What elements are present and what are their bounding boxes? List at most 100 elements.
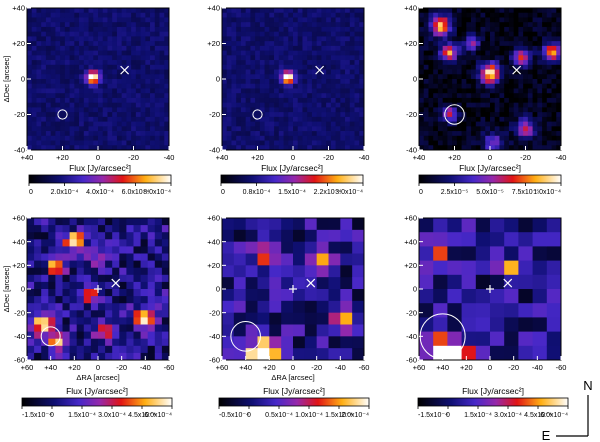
heatmap-cell bbox=[236, 112, 242, 118]
heatmap-cell bbox=[428, 60, 434, 66]
heatmap-cell bbox=[288, 17, 294, 23]
heatmap-cell bbox=[140, 218, 149, 226]
heatmap-cell bbox=[475, 112, 481, 118]
y-tick-label: -20 bbox=[209, 308, 220, 317]
heatmap-cell bbox=[83, 121, 89, 127]
heatmap-cell bbox=[359, 31, 365, 37]
heatmap-cell bbox=[62, 225, 70, 233]
heatmap-cell bbox=[508, 88, 515, 94]
heatmap-cell bbox=[245, 218, 258, 231]
heatmap-cell bbox=[359, 45, 365, 51]
heatmap-cell bbox=[164, 97, 170, 104]
heatmap-cell bbox=[485, 64, 491, 70]
heatmap-cell bbox=[76, 345, 85, 354]
heatmap-cell bbox=[537, 135, 543, 141]
colorbar-tick-label: 3.0x10⁻⁴ bbox=[98, 412, 126, 419]
y-tick-label: -60 bbox=[14, 356, 25, 365]
heatmap-cell bbox=[466, 12, 472, 18]
heatmap-cell bbox=[532, 31, 538, 37]
heatmap-cell bbox=[164, 8, 170, 14]
heatmap-cell bbox=[145, 135, 151, 141]
heatmap-cell bbox=[288, 112, 294, 118]
heatmap-cell bbox=[31, 17, 37, 23]
heatmap-cell bbox=[245, 277, 258, 290]
heatmap-cell bbox=[433, 97, 439, 104]
heatmap-cell bbox=[154, 31, 160, 37]
heatmap-cell bbox=[335, 64, 341, 70]
heatmap-cell bbox=[359, 64, 365, 70]
heatmap-cell bbox=[259, 126, 265, 132]
heatmap-cell bbox=[307, 140, 313, 146]
heatmap-cell bbox=[88, 83, 94, 89]
heatmap-cell bbox=[55, 79, 61, 85]
heatmap-cell bbox=[133, 289, 141, 297]
heatmap-cell bbox=[433, 50, 439, 56]
heatmap-cell bbox=[269, 145, 275, 151]
heatmap-cell bbox=[231, 17, 237, 23]
heatmap-cell bbox=[359, 126, 365, 132]
heatmap-cell bbox=[140, 324, 149, 332]
heatmap-cell bbox=[159, 12, 165, 18]
heatmap-cell bbox=[27, 225, 35, 233]
heatmap-cell bbox=[48, 303, 56, 311]
heatmap-cell bbox=[69, 79, 75, 85]
heatmap-cell bbox=[480, 145, 486, 151]
heatmap-cell bbox=[259, 131, 265, 137]
heatmap-cell bbox=[542, 116, 548, 122]
heatmap-cell bbox=[335, 45, 341, 51]
heatmap-cell bbox=[546, 135, 552, 141]
heatmap-cell bbox=[293, 83, 299, 89]
heatmap-cell bbox=[245, 88, 251, 94]
heatmap-cell bbox=[116, 17, 123, 23]
heatmap-cell bbox=[302, 36, 308, 42]
heatmap-cell bbox=[278, 107, 284, 113]
heatmap-cell bbox=[107, 12, 113, 18]
heatmap-cell bbox=[428, 69, 434, 75]
heatmap-cell bbox=[437, 36, 444, 42]
heatmap-cell bbox=[50, 83, 56, 89]
heatmap-cell bbox=[311, 102, 318, 108]
heatmap-cell bbox=[349, 50, 355, 56]
heatmap-cell bbox=[60, 74, 66, 80]
heatmap-cell bbox=[50, 12, 56, 18]
heatmap-cell bbox=[433, 88, 439, 94]
heatmap-cell bbox=[69, 239, 78, 247]
x-tick-label: -20 bbox=[116, 363, 127, 372]
x-tick-label: 0 bbox=[96, 363, 100, 372]
heatmap-cell bbox=[461, 64, 467, 70]
heatmap-cell bbox=[340, 79, 346, 85]
heatmap-cell bbox=[126, 338, 134, 347]
heatmap-cell bbox=[154, 102, 160, 108]
heatmap-cell bbox=[126, 17, 132, 23]
heatmap-cell bbox=[83, 225, 92, 233]
heatmap-cell bbox=[76, 296, 85, 304]
x-tick-label: +40 bbox=[239, 363, 252, 372]
heatmap-cell bbox=[83, 331, 92, 340]
heatmap-cell bbox=[27, 126, 33, 132]
heatmap-cell bbox=[302, 140, 308, 146]
heatmap-cell bbox=[264, 93, 270, 99]
heatmap-cell bbox=[93, 50, 99, 56]
heatmap-cell bbox=[442, 17, 448, 23]
heatmap-cell bbox=[55, 116, 61, 122]
heatmap-cell bbox=[60, 8, 66, 14]
colorbar-tick-label: 0.5x10⁻⁴ bbox=[265, 412, 293, 419]
heatmap-cell bbox=[546, 145, 552, 151]
heatmap-cell bbox=[74, 36, 80, 42]
heatmap-cell bbox=[50, 79, 56, 85]
heatmap-cell bbox=[45, 79, 52, 85]
heatmap-cell bbox=[485, 36, 491, 42]
heatmap-cell bbox=[79, 45, 85, 51]
heatmap-cell bbox=[34, 232, 42, 240]
heatmap-cell bbox=[304, 324, 318, 337]
heatmap-cell bbox=[98, 83, 104, 89]
heatmap-cell bbox=[48, 274, 56, 283]
heatmap-cell bbox=[278, 55, 284, 61]
heatmap-cell bbox=[131, 116, 137, 122]
heatmap-cell bbox=[311, 8, 318, 14]
heatmap-cell bbox=[527, 69, 533, 75]
heatmap-cell bbox=[90, 267, 99, 276]
heatmap-cell bbox=[485, 22, 491, 28]
heatmap-cell bbox=[154, 64, 160, 70]
heatmap-cell bbox=[532, 36, 538, 42]
